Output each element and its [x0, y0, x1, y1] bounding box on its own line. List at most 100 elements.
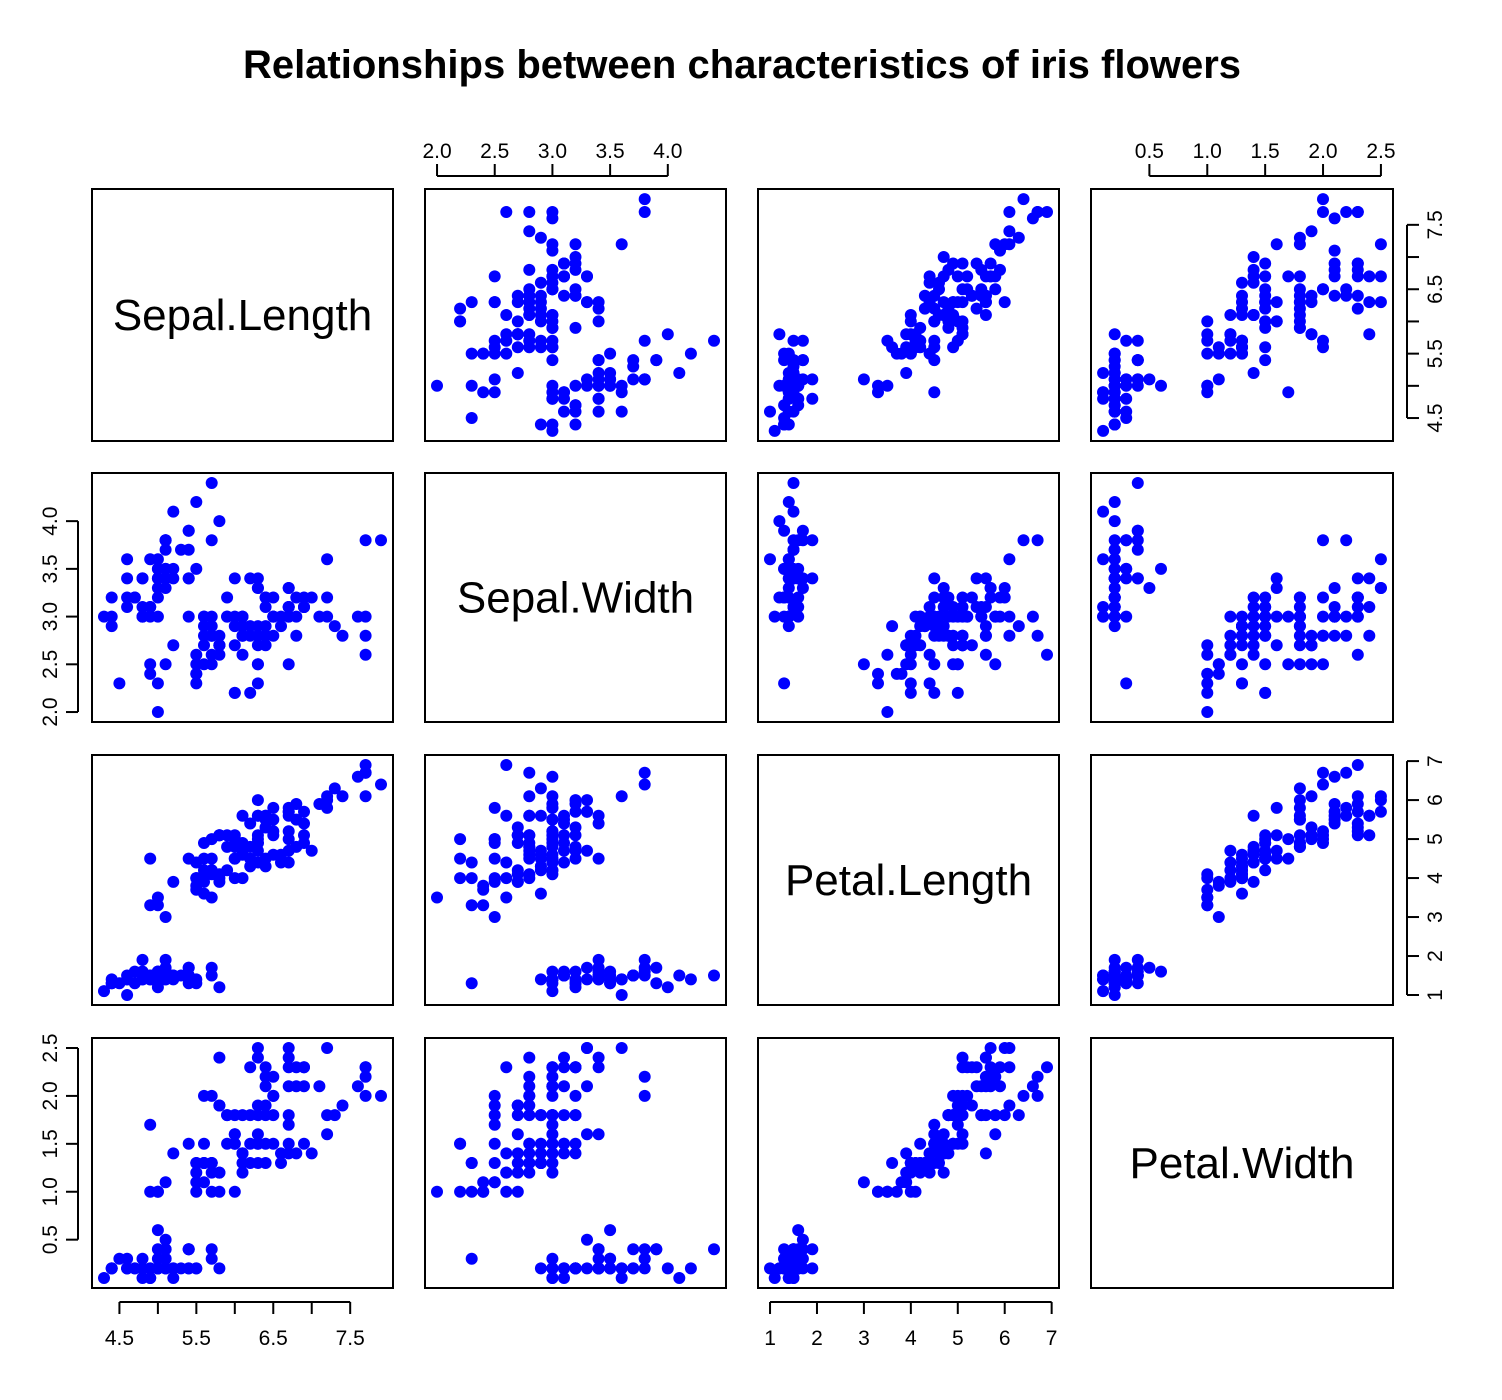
axis-petal-length: 1 2 3 4 5 6 7 [1406, 755, 1447, 1001]
data-point [236, 1147, 249, 1160]
data-point [465, 872, 478, 885]
data-point [581, 379, 593, 392]
data-point [782, 610, 795, 623]
data-point [806, 392, 819, 405]
data-point [796, 1233, 809, 1246]
variable-label: Petal.Width [1130, 1139, 1355, 1188]
data-point [259, 813, 272, 826]
data-point [534, 1147, 547, 1160]
data-point [961, 283, 974, 296]
data-point [175, 543, 187, 556]
data-point [500, 328, 513, 341]
data-point [581, 1262, 593, 1275]
data-point [205, 477, 218, 489]
data-point [546, 1252, 559, 1265]
data-point [956, 610, 969, 623]
data-point [511, 864, 524, 877]
data-point [1293, 813, 1306, 826]
data-point [205, 1243, 218, 1256]
data-point [336, 790, 349, 803]
data-point [121, 572, 134, 585]
data-point [1259, 354, 1272, 367]
data-point [275, 856, 287, 869]
data-point [546, 1262, 559, 1275]
data-point [1259, 591, 1272, 604]
data-point [1270, 610, 1283, 623]
data-point [488, 1137, 501, 1150]
data-point [1293, 601, 1306, 613]
data-point [151, 591, 164, 604]
data-point [937, 1137, 950, 1150]
panel-r4-c1 [91, 1037, 394, 1289]
data-point [1259, 296, 1272, 309]
data-point [121, 973, 134, 986]
data-point [1247, 610, 1260, 623]
data-point [1247, 309, 1260, 321]
data-point [1097, 424, 1110, 437]
data-point [928, 1118, 941, 1131]
data-point [500, 872, 513, 885]
data-point [321, 1109, 334, 1122]
data-point [965, 639, 978, 652]
data-point [1351, 817, 1364, 830]
data-point [923, 648, 936, 661]
data-point [546, 1128, 559, 1141]
data-point [511, 1109, 524, 1122]
data-point [282, 1061, 295, 1074]
data-point [228, 1185, 241, 1198]
data-point [638, 206, 651, 218]
data-point [546, 1137, 559, 1150]
data-point [1031, 1070, 1044, 1083]
data-point [684, 347, 697, 360]
data-point [228, 1128, 241, 1141]
data-point [1026, 610, 1039, 623]
data-point [328, 782, 341, 795]
data-point [569, 405, 582, 418]
tick-label: 7 [1424, 755, 1447, 767]
data-point [558, 289, 570, 302]
tick-label: 1 [1424, 989, 1447, 1001]
panel-frame [757, 472, 1060, 723]
data-point [872, 667, 884, 680]
data-point [159, 1243, 172, 1256]
data-point [708, 1243, 720, 1256]
data-point [523, 1109, 536, 1122]
data-point [1305, 328, 1318, 341]
data-point [890, 347, 903, 360]
data-point [213, 1099, 226, 1112]
data-point [1012, 231, 1025, 244]
data-point [190, 977, 203, 990]
data-point [546, 813, 559, 826]
data-point [1131, 373, 1144, 386]
data-point [581, 961, 593, 974]
data-point [984, 257, 997, 270]
data-point [569, 1262, 582, 1275]
data-point [328, 620, 341, 633]
data-point [1328, 817, 1341, 830]
data-point [1282, 658, 1295, 671]
data-point [933, 1157, 945, 1169]
data-point [979, 620, 992, 633]
data-point [1120, 677, 1133, 690]
data-point [928, 591, 941, 604]
data-point [979, 1147, 992, 1160]
data-point [182, 524, 195, 537]
data-point [970, 1061, 983, 1074]
data-point [764, 553, 776, 566]
data-point [275, 620, 287, 633]
data-point [1108, 405, 1121, 418]
data-point [244, 817, 257, 830]
data-point [236, 809, 249, 822]
data-point [1351, 798, 1364, 810]
data-point [558, 1051, 570, 1064]
data-point [1351, 759, 1364, 771]
data-point [488, 872, 501, 885]
data-point [1317, 778, 1329, 791]
data-point [1120, 973, 1133, 986]
data-point [989, 238, 1002, 251]
panel-r4-c2 [424, 1037, 727, 1289]
data-point [1270, 852, 1283, 865]
data-point [615, 1272, 628, 1284]
data-point [1259, 658, 1272, 671]
data-point [1247, 601, 1260, 613]
